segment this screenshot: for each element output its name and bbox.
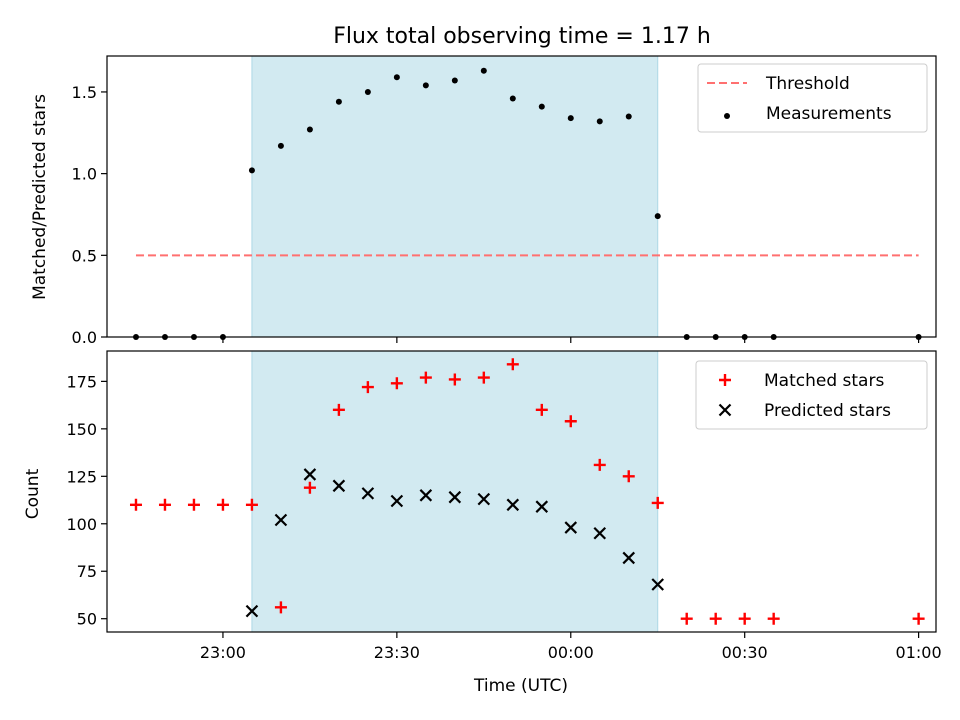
matched-star-point <box>129 498 142 511</box>
matched-star-point <box>361 381 374 394</box>
y-tick-label: 100 <box>66 515 97 534</box>
bottom-legend: Matched stars Predicted stars <box>695 360 928 430</box>
x-axis-label: Time (UTC) <box>473 676 568 696</box>
predicted-star-point <box>274 513 288 527</box>
chart-title: Flux total observing time = 1.17 h <box>333 24 711 49</box>
measurement-point <box>364 88 371 95</box>
measurement-point <box>422 82 429 89</box>
y-tick-label: 1.5 <box>72 83 97 102</box>
matched-star-point <box>245 498 258 511</box>
predicted-star-point <box>303 468 317 481</box>
observing-span-fill <box>251 351 658 632</box>
matched-star-point <box>477 371 490 384</box>
predicted-star-point <box>651 578 665 591</box>
y-tick-label: 0.5 <box>72 246 97 265</box>
matched-star-point <box>274 601 287 614</box>
matched-star-point <box>448 373 461 386</box>
top-observing-span <box>251 56 659 337</box>
legend-measurement-swatch <box>724 113 730 119</box>
measurement-point <box>277 142 284 149</box>
measurement-point <box>596 118 603 125</box>
matched-star-point <box>593 458 606 471</box>
observing-span-fill <box>251 56 658 337</box>
measurement-point <box>538 103 545 110</box>
matched-star-point <box>303 481 316 494</box>
matched-star-point <box>564 415 577 428</box>
legend-box <box>697 63 928 133</box>
top-legend: Threshold Measurements <box>697 63 928 133</box>
y-tick-label: 1.0 <box>72 165 97 184</box>
x-tick-label: 01:00 <box>896 643 942 662</box>
predicted-star-point <box>448 490 462 504</box>
y-tick-label: 175 <box>66 372 97 391</box>
bottom-y-ticks: 50 75 100 125 150 175 <box>66 372 107 629</box>
x-tick-label: 23:30 <box>374 643 420 662</box>
bottom-panel: 50 75 100 125 150 175 23:00 23:30 00:00 00:30 01:… <box>23 350 942 696</box>
measurement-point <box>335 98 342 105</box>
matched-star-point <box>738 612 751 625</box>
bottom-x-ticks: 23:00 23:30 00:00 00:30 01:00 <box>200 632 942 662</box>
predicted-star-point <box>245 604 259 618</box>
measurement-point <box>306 126 313 133</box>
bottom-observing-span <box>251 351 659 632</box>
predicted-star-point <box>564 521 578 534</box>
measurement-point <box>625 113 632 120</box>
predicted-star-point <box>419 489 433 502</box>
legend-label: Threshold <box>765 74 850 94</box>
predicted-star-point <box>535 500 549 513</box>
matched-star-point <box>912 612 925 625</box>
matched-stars-points <box>129 358 925 625</box>
bottom-axes-frame <box>106 350 937 633</box>
measurement-point <box>451 77 458 84</box>
top-y-ticks: 0.0 0.5 1.0 1.5 <box>72 83 107 347</box>
legend-predicted-swatch <box>718 403 732 417</box>
matched-star-point <box>709 612 722 625</box>
predicted-star-point <box>332 479 346 493</box>
x-tick-label: 00:30 <box>722 643 768 662</box>
matched-star-point <box>419 371 432 384</box>
matched-star-point <box>535 403 548 416</box>
top-panel: 0.0 0.5 1.0 1.5 Matched/Predicted stars Thr… <box>30 55 937 347</box>
y-tick-label: 150 <box>66 420 97 439</box>
matched-star-point <box>767 612 780 625</box>
legend-label: Measurements <box>766 104 892 124</box>
matched-star-point <box>158 498 171 511</box>
matched-star-point <box>506 358 519 371</box>
measurement-point <box>393 74 400 81</box>
legend-label: Predicted stars <box>764 401 891 421</box>
predicted-star-point <box>361 487 375 500</box>
x-tick-label: 23:00 <box>200 643 246 662</box>
legend-matched-swatch <box>719 374 731 386</box>
predicted-stars-points <box>245 468 665 618</box>
matched-star-point <box>390 377 403 390</box>
measurement-point <box>248 167 255 174</box>
x-tick-label: 00:00 <box>548 643 594 662</box>
y-tick-label: 75 <box>77 562 97 581</box>
predicted-star-point <box>506 498 520 512</box>
predicted-star-point <box>622 551 636 565</box>
legend-label: Matched stars <box>764 371 884 391</box>
predicted-star-point <box>593 526 607 540</box>
y-tick-label: 0.0 <box>72 328 97 347</box>
top-axes-frame <box>106 55 937 338</box>
legend-box <box>695 360 928 430</box>
y-tick-label: 125 <box>66 467 97 486</box>
matched-star-point <box>332 403 345 416</box>
top-x-ticks <box>222 337 920 343</box>
matched-star-point <box>216 498 229 511</box>
matched-star-point <box>680 612 693 625</box>
measurement-point <box>509 95 516 102</box>
top-y-axis-label: Matched/Predicted stars <box>30 94 50 300</box>
predicted-star-point <box>477 492 491 506</box>
bottom-y-axis-label: Count <box>23 468 43 519</box>
matched-star-point <box>622 470 635 483</box>
measurement-point <box>567 115 574 122</box>
measurement-point <box>480 67 487 74</box>
matched-star-point <box>187 498 200 511</box>
y-tick-label: 50 <box>77 610 97 629</box>
matched-star-point <box>651 496 664 509</box>
measurement-point <box>654 213 661 220</box>
predicted-star-point <box>390 494 404 508</box>
